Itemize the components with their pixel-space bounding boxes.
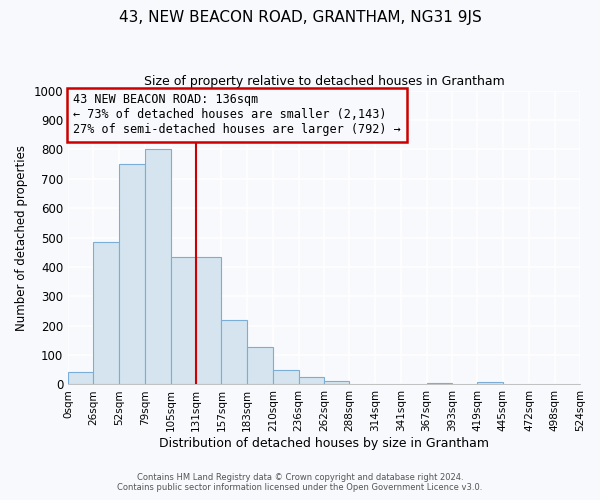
Text: 43, NEW BEACON ROAD, GRANTHAM, NG31 9JS: 43, NEW BEACON ROAD, GRANTHAM, NG31 9JS [119,10,481,25]
Bar [119,164,145,384]
Text: Contains public sector information licensed under the Open Government Licence v3: Contains public sector information licen… [118,484,482,492]
Y-axis label: Number of detached properties: Number of detached properties [15,144,28,330]
Bar [196,256,221,384]
Text: 43 NEW BEACON ROAD: 136sqm
← 73% of detached houses are smaller (2,143)
27% of s: 43 NEW BEACON ROAD: 136sqm ← 73% of deta… [73,94,401,136]
Bar [247,347,273,385]
X-axis label: Distribution of detached houses by size in Grantham: Distribution of detached houses by size … [159,437,489,450]
Bar [94,242,119,384]
Text: Contains HM Land Registry data © Crown copyright and database right 2024.: Contains HM Land Registry data © Crown c… [137,474,463,482]
Title: Size of property relative to detached houses in Grantham: Size of property relative to detached ho… [143,75,505,88]
Bar [68,372,94,384]
Bar [170,256,196,384]
Bar [427,383,452,384]
Bar [324,381,349,384]
Bar [299,377,324,384]
Bar [273,370,299,384]
Bar [145,150,170,384]
Bar [478,382,503,384]
Bar [221,320,247,384]
